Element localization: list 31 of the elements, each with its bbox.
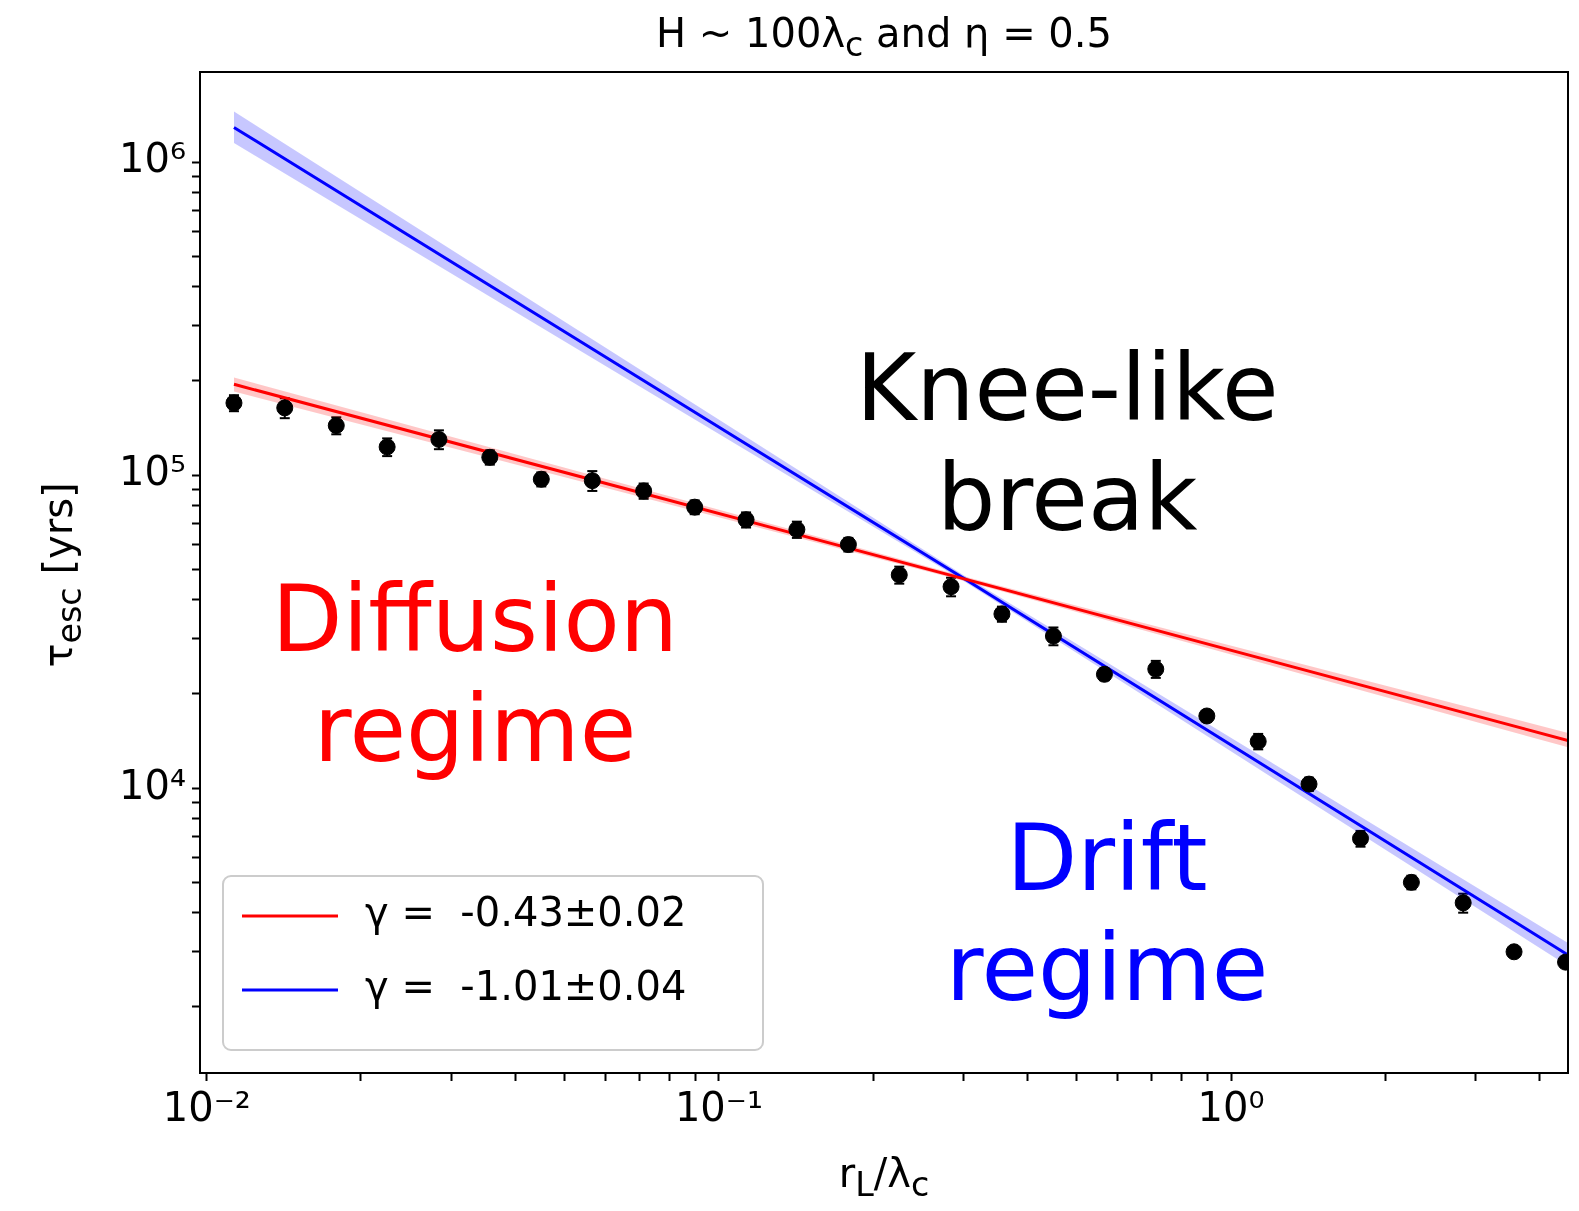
point — [788, 521, 806, 539]
y-tick-label: 10⁶ — [119, 135, 186, 182]
point — [1147, 660, 1165, 678]
point — [430, 430, 448, 448]
point — [1198, 707, 1216, 725]
x-tick-label: 10⁻¹ — [674, 1084, 763, 1131]
point — [583, 472, 601, 490]
point — [635, 482, 653, 500]
point — [276, 399, 294, 417]
annotation: Drift regime — [945, 804, 1269, 1022]
legend-label: γ = -0.43±0.02 — [365, 889, 687, 936]
annotation: Knee-like break — [855, 335, 1279, 553]
x-tick-label: 10⁻² — [162, 1084, 251, 1131]
y-tick-label: 10⁵ — [119, 448, 186, 495]
x-axis-title: r$_{L}$/λ$_{c}$ — [837, 1150, 931, 1204]
chart-title: H ~ 100λ$_{c}$ and η = 0.5 — [655, 10, 1113, 64]
point — [378, 438, 396, 456]
point — [327, 417, 345, 435]
y-tick-label: 10⁴ — [119, 761, 186, 808]
legend-label: γ = -1.01±0.04 — [365, 963, 687, 1010]
point — [1249, 732, 1267, 750]
point — [225, 394, 243, 412]
point — [1044, 627, 1062, 645]
point — [1505, 943, 1523, 961]
point — [890, 566, 908, 584]
point — [942, 578, 960, 596]
point — [1454, 894, 1472, 912]
point — [1352, 830, 1370, 848]
annotation: Diffusion regime — [271, 565, 679, 783]
point — [737, 511, 755, 529]
x-tick-label: 10⁰ — [1197, 1084, 1265, 1131]
